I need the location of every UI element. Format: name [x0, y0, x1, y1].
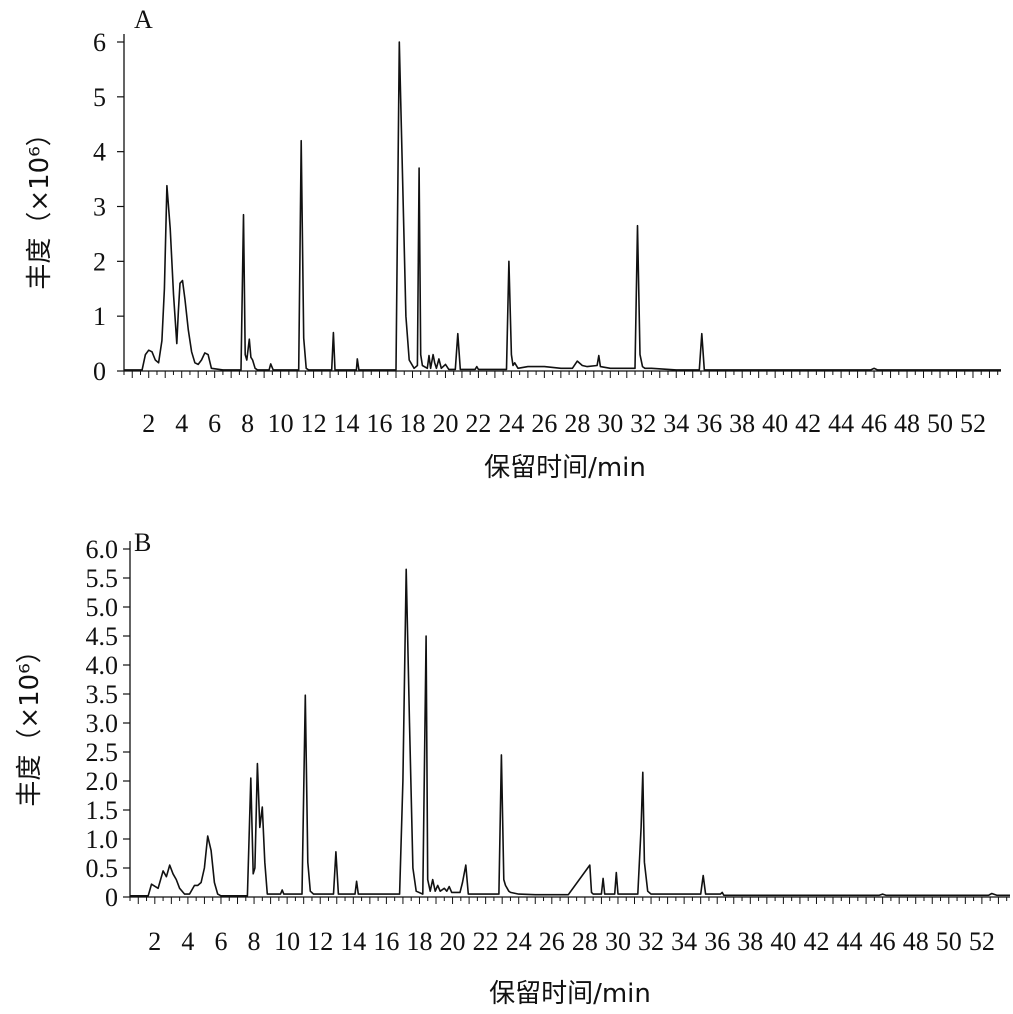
y-tick-label-b: 4.5	[86, 622, 119, 651]
y-tick-label-b: 1.5	[86, 796, 119, 825]
x-tick-label-a: 6	[208, 409, 221, 438]
x-tick-label-b: 52	[969, 927, 995, 956]
y-tick-label-b: 3.0	[86, 709, 119, 738]
x-tick-label-b: 18	[406, 927, 432, 956]
x-tick-label-b: 32	[638, 927, 664, 956]
y-tick-label-a: 6	[93, 28, 106, 57]
y-axis-title-a: 丰度（×10⁶）	[25, 120, 55, 289]
x-tick-label-b: 44	[837, 927, 863, 956]
panel-label-a: A	[134, 5, 153, 34]
y-tick-label-a: 5	[93, 83, 106, 112]
y-tick-label-a: 2	[93, 247, 106, 276]
x-tick-label-b: 4	[181, 927, 194, 956]
x-tick-label-a: 36	[696, 409, 722, 438]
x-tick-label-a: 22	[465, 409, 491, 438]
x-tick-label-b: 2	[148, 927, 161, 956]
x-tick-label-b: 26	[539, 927, 565, 956]
y-tick-label-b: 4.0	[86, 651, 119, 680]
chromatogram-line-a	[124, 41, 1001, 371]
x-tick-label-b: 40	[770, 927, 796, 956]
x-axis-title-b: 保留时间/min	[489, 979, 651, 1009]
x-tick-label-b: 48	[903, 927, 929, 956]
x-tick-label-a: 18	[399, 409, 425, 438]
x-tick-label-b: 16	[373, 927, 399, 956]
x-tick-label-a: 4	[175, 409, 188, 438]
panel-label-b: B	[134, 528, 151, 557]
x-tick-label-a: 24	[498, 409, 524, 438]
x-tick-label-a: 40	[762, 409, 788, 438]
x-tick-label-a: 32	[630, 409, 656, 438]
x-tick-label-a: 44	[828, 409, 854, 438]
x-tick-label-a: 52	[960, 409, 986, 438]
y-tick-label-b: 5.5	[86, 564, 119, 593]
x-tick-label-a: 12	[301, 409, 327, 438]
x-tick-label-b: 46	[870, 927, 896, 956]
y-tick-label-a: 1	[93, 302, 106, 331]
x-tick-label-b: 42	[803, 927, 829, 956]
x-tick-label-b: 38	[737, 927, 763, 956]
x-tick-label-b: 12	[307, 927, 333, 956]
x-tick-label-a: 14	[334, 409, 360, 438]
x-tick-label-a: 46	[861, 409, 887, 438]
y-tick-label-a: 4	[93, 138, 106, 167]
y-tick-label-b: 2.5	[86, 738, 119, 767]
x-tick-label-a: 50	[927, 409, 953, 438]
x-tick-label-a: 28	[564, 409, 590, 438]
y-axis-title-b: 丰度（×10⁶）	[15, 637, 45, 806]
x-tick-label-a: 20	[432, 409, 458, 438]
x-tick-label-b: 6	[214, 927, 227, 956]
x-tick-label-a: 16	[367, 409, 393, 438]
x-tick-label-b: 14	[340, 927, 366, 956]
y-tick-label-b: 0.5	[86, 854, 119, 883]
y-tick-label-b: 1.0	[86, 825, 119, 854]
y-tick-label-b: 5.0	[86, 593, 119, 622]
x-tick-label-a: 42	[795, 409, 821, 438]
x-tick-label-a: 8	[241, 409, 254, 438]
x-tick-label-a: 34	[663, 409, 689, 438]
x-tick-label-a: 10	[268, 409, 294, 438]
x-tick-label-a: 30	[597, 409, 623, 438]
y-tick-label-a: 3	[93, 193, 106, 222]
y-tick-label-b: 3.5	[86, 680, 119, 709]
x-tick-label-b: 10	[274, 927, 300, 956]
x-tick-label-a: 26	[531, 409, 557, 438]
y-tick-label-b: 0	[105, 883, 118, 912]
chromatogram-line-b	[130, 568, 1010, 897]
x-tick-label-b: 34	[671, 927, 697, 956]
x-tick-label-a: 2	[142, 409, 155, 438]
x-tick-label-a: 38	[729, 409, 755, 438]
x-tick-label-b: 22	[473, 927, 499, 956]
x-tick-label-a: 48	[894, 409, 920, 438]
x-tick-label-b: 36	[704, 927, 730, 956]
x-tick-label-b: 20	[440, 927, 466, 956]
chart-panel-b: B 丰度（×10⁶） 保留时间/min 00.51.01.52.02.53.03…	[15, 528, 1010, 1009]
y-tick-label-b: 2.0	[86, 767, 119, 796]
y-tick-label-a: 0	[93, 357, 106, 386]
x-tick-label-b: 28	[572, 927, 598, 956]
x-tick-label-b: 50	[936, 927, 962, 956]
x-tick-label-b: 8	[248, 927, 261, 956]
x-tick-label-b: 24	[506, 927, 532, 956]
x-axis-title-a: 保留时间/min	[484, 453, 646, 483]
x-tick-label-b: 30	[605, 927, 631, 956]
y-tick-label-b: 6.0	[86, 535, 119, 564]
